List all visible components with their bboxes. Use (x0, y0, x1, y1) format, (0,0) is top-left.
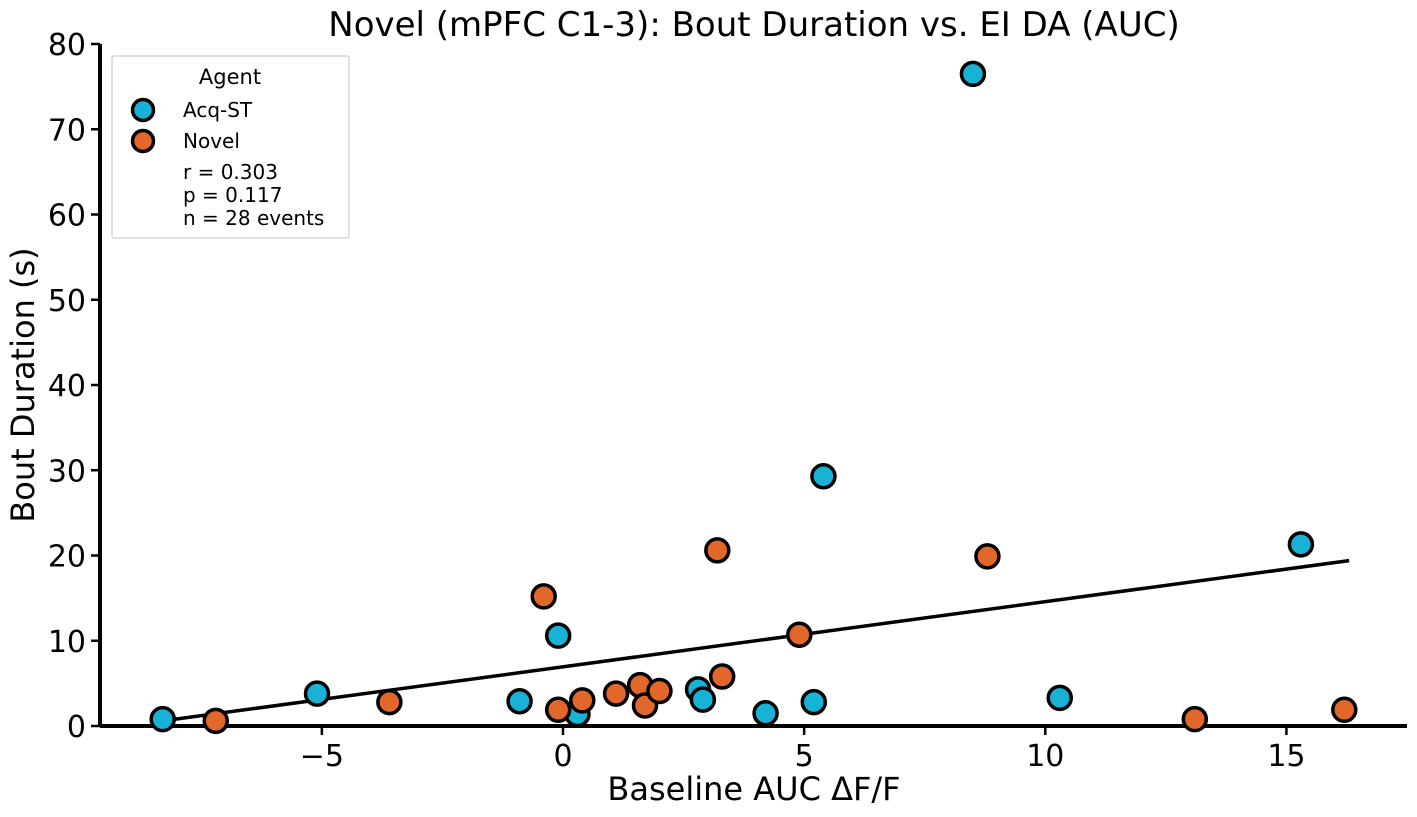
data-point-novel (786, 621, 813, 649)
data-point-novel (646, 677, 673, 705)
x-tick-label: 10 (1026, 739, 1064, 774)
data-point-acq-st (959, 60, 987, 88)
legend-stat-p: p = 0.117 (183, 183, 282, 207)
fit-line-layer (162, 558, 1350, 723)
regression-line (162, 558, 1350, 723)
x-tick-label: 0 (553, 739, 572, 774)
legend: Agent Acq-ST Novel r = 0.303 p = 0.117 n… (111, 55, 350, 239)
data-point-acq-st (800, 688, 828, 716)
x-tick-label: 15 (1267, 739, 1305, 774)
data-point-acq-st (303, 680, 331, 707)
data-point-novel (704, 537, 731, 564)
data-point-acq-st (506, 688, 533, 715)
data-point-novel (376, 688, 403, 716)
data-point-novel (708, 663, 736, 690)
legend-label-acq-st: Acq-ST (183, 98, 253, 122)
data-point-acq-st (752, 699, 779, 727)
data-point-acq-st (149, 705, 176, 733)
data-point-novel (1181, 705, 1209, 733)
legend-label-novel: Novel (183, 129, 240, 153)
data-point-novel (569, 687, 596, 714)
data-point-acq-st (1287, 531, 1315, 558)
data-point-novel (602, 680, 630, 707)
legend-stat-n: n = 28 events (183, 206, 324, 230)
y-tick-label: 20 (48, 540, 86, 575)
y-tick-label: 80 (48, 28, 86, 63)
data-point-acq-st (544, 622, 572, 649)
y-tick-label: 40 (48, 369, 86, 404)
x-axis: −5 0 5 10 15 (100, 724, 1407, 774)
data-points-layer (149, 60, 1358, 735)
x-tick-label: −5 (300, 739, 344, 774)
y-tick-label: 50 (48, 284, 86, 319)
y-tick-label: 0 (67, 710, 86, 745)
y-axis-label: Bout Duration (s) (4, 247, 42, 522)
y-tick-label: 60 (48, 199, 86, 234)
y-tick-label: 70 (48, 113, 86, 148)
legend-marker-acq-st (130, 97, 156, 123)
data-point-acq-st (810, 462, 837, 490)
y-tick-label: 10 (48, 625, 86, 660)
data-point-novel (1331, 696, 1358, 724)
chart-title: Novel (mPFC C1-3): Bout Duration vs. EI … (328, 5, 1179, 45)
data-point-acq-st (1046, 684, 1074, 712)
y-axis: 0 10 20 30 40 50 60 70 80 (48, 28, 102, 745)
y-tick-label: 30 (48, 454, 86, 489)
data-point-novel (202, 707, 229, 735)
data-point-novel (974, 543, 1001, 570)
legend-title: Agent (199, 65, 261, 89)
data-point-novel (530, 583, 557, 610)
x-tick-label: 5 (795, 739, 814, 774)
x-axis-label: Baseline AUC ΔF/F (607, 770, 900, 808)
data-point-novel (544, 696, 572, 724)
data-point-acq-st (689, 686, 717, 713)
legend-marker-novel (130, 128, 156, 154)
legend-frame (111, 55, 350, 239)
legend-stat-r: r = 0.303 (183, 160, 278, 184)
